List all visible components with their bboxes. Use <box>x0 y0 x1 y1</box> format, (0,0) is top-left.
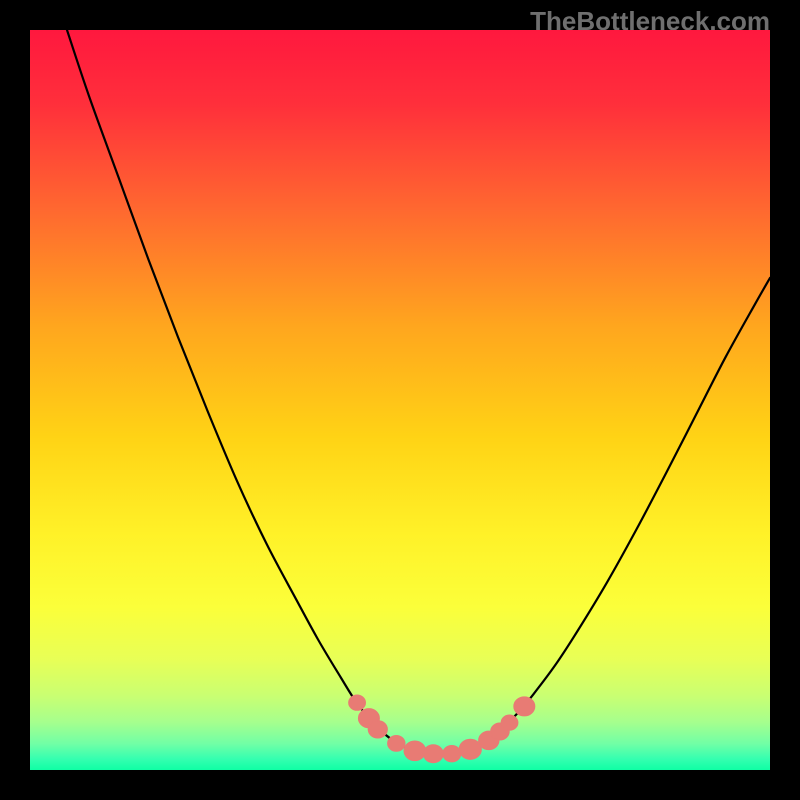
data-marker <box>349 695 366 710</box>
data-marker <box>514 697 535 716</box>
plot-area <box>30 30 770 770</box>
data-marker <box>368 721 387 738</box>
data-marker <box>443 746 461 762</box>
data-marker <box>423 745 443 763</box>
gradient-plot-svg <box>30 30 770 770</box>
data-marker <box>459 739 481 759</box>
chart-container: TheBottleneck.com <box>0 0 800 800</box>
gradient-background <box>30 30 770 770</box>
data-marker <box>501 715 518 730</box>
data-marker <box>388 735 405 751</box>
data-marker <box>404 741 426 761</box>
